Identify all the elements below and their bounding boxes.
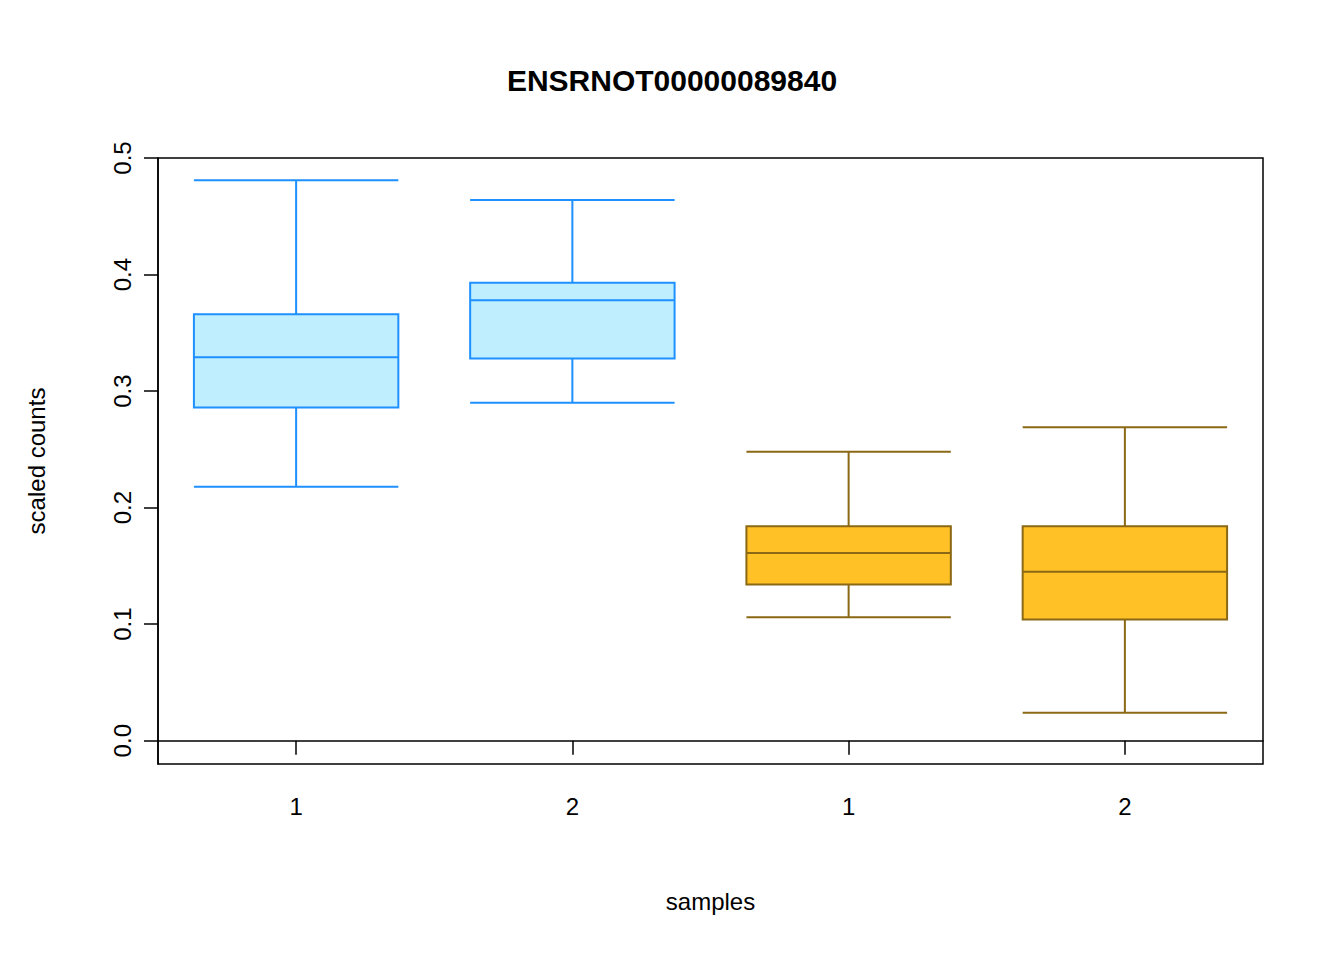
svg-text:0.4: 0.4 xyxy=(109,258,136,291)
svg-text:0.1: 0.1 xyxy=(109,607,136,640)
svg-text:1: 1 xyxy=(842,793,855,820)
svg-text:2: 2 xyxy=(566,793,579,820)
svg-text:0.2: 0.2 xyxy=(109,491,136,524)
svg-text:2: 2 xyxy=(1118,793,1131,820)
svg-text:ENSRNOT00000089840: ENSRNOT00000089840 xyxy=(507,64,837,97)
svg-text:0.5: 0.5 xyxy=(109,141,136,174)
svg-text:0.3: 0.3 xyxy=(109,374,136,407)
svg-text:scaled counts: scaled counts xyxy=(23,388,50,535)
svg-text:1: 1 xyxy=(289,793,302,820)
svg-text:0.0: 0.0 xyxy=(109,724,136,757)
svg-text:samples: samples xyxy=(666,888,755,915)
